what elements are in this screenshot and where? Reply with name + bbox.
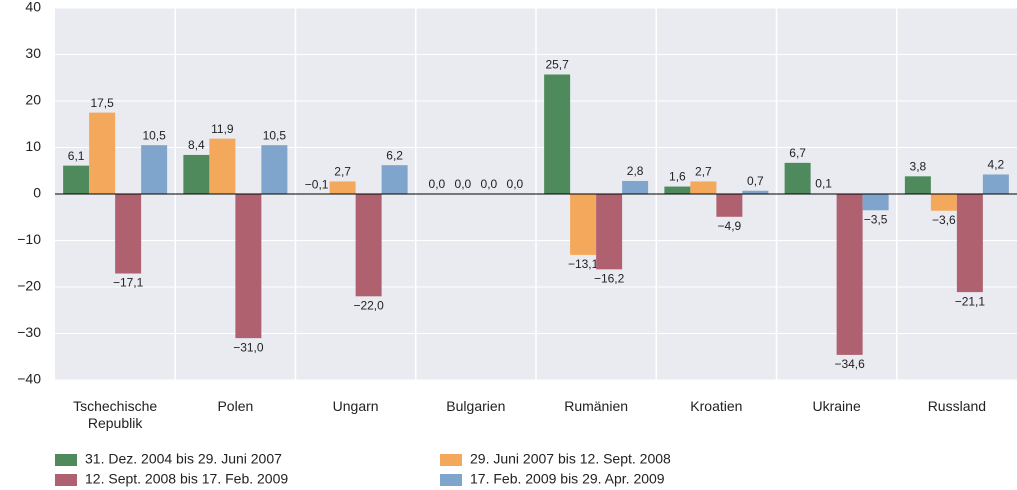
data-label: 0,0 [455,177,472,191]
x-tick-label: Polen [217,398,254,414]
data-label: 25,7 [545,58,569,72]
data-label: 10,5 [263,128,287,142]
y-tick-label: 30 [25,45,41,61]
y-tick-label: −10 [17,231,41,247]
bar [183,154,210,194]
bar [115,194,142,274]
bar [261,145,288,194]
data-label: 10,5 [142,128,166,142]
x-tick-label: Ungarn [332,398,379,414]
bar [930,194,957,211]
data-label: 0,0 [429,177,446,191]
data-label: 2,7 [334,165,351,179]
data-label: −22,0 [353,298,384,312]
data-label: 1,6 [669,170,686,184]
data-label: −34,6 [834,357,865,371]
x-tick-label: Russland [927,398,987,414]
legend-label: 29. Juni 2007 bis 12. Sept. 2008 [470,451,671,467]
bar [89,112,116,194]
data-label: −4,9 [718,219,742,233]
data-label: 11,9 [211,122,234,136]
data-label: −21,1 [955,294,986,308]
y-tick-label: −40 [17,371,41,387]
data-label: −13,1 [568,257,599,271]
data-label: 2,8 [627,164,644,178]
bar [63,165,90,194]
legend-label: 17. Feb. 2009 bis 29. Apr. 2009 [470,471,665,487]
bar [544,74,571,194]
data-label: 4,2 [988,158,1005,172]
data-label: 17,5 [90,96,114,110]
bar [381,165,408,194]
bar [742,190,769,194]
bar [690,181,717,194]
data-label: 0,7 [747,174,764,188]
bar [836,194,863,355]
data-label: −16,2 [594,272,625,286]
data-label: 3,8 [910,160,927,174]
bar [329,181,356,194]
data-label: 8,4 [188,138,205,152]
data-label: 6,2 [386,148,403,162]
x-tick-label: Kroatien [690,398,743,414]
legend-swatch [55,454,77,466]
x-tick-label: Bulgarien [446,398,506,414]
data-label: −3,6 [932,213,956,227]
data-label: −17,1 [113,276,144,290]
bar [209,138,236,194]
x-tick-label: Tschechische Republik [73,398,158,431]
data-label: 0,0 [507,177,524,191]
data-label: 6,1 [68,149,85,163]
bar [956,194,983,293]
bar [235,194,262,339]
bar [982,174,1009,194]
data-label: −31,0 [233,340,264,354]
data-label: 0,1 [815,177,832,191]
y-tick-label: 40 [25,0,41,15]
legend-label: 12. Sept. 2008 bis 17. Feb. 2009 [85,471,288,487]
legend-swatch [440,454,462,466]
bar [716,194,743,217]
y-tick-label: 10 [25,138,41,154]
y-tick-label: 0 [33,185,41,201]
data-label: −3,5 [864,212,888,226]
bar [664,186,691,194]
legend-swatch [440,474,462,486]
y-tick-label: 20 [25,92,41,108]
bar [141,145,168,194]
bar [596,194,623,270]
bar [904,176,931,194]
legend-label: 31. Dez. 2004 bis 29. Juni 2007 [85,451,282,467]
y-tick-label: −20 [17,278,41,294]
bar [355,194,382,297]
data-label: −0,1 [305,178,329,192]
x-tick-label: Ukraine [812,398,861,414]
x-tick-label: Rumänien [564,398,629,414]
data-label: 2,7 [695,165,712,179]
bar [784,162,811,194]
bar [570,194,597,255]
bar [862,194,889,211]
data-label: 6,7 [789,146,806,160]
data-label: 0,0 [481,177,498,191]
bar [622,180,649,194]
legend-swatch [55,474,77,486]
y-tick-label: −30 [17,324,41,340]
